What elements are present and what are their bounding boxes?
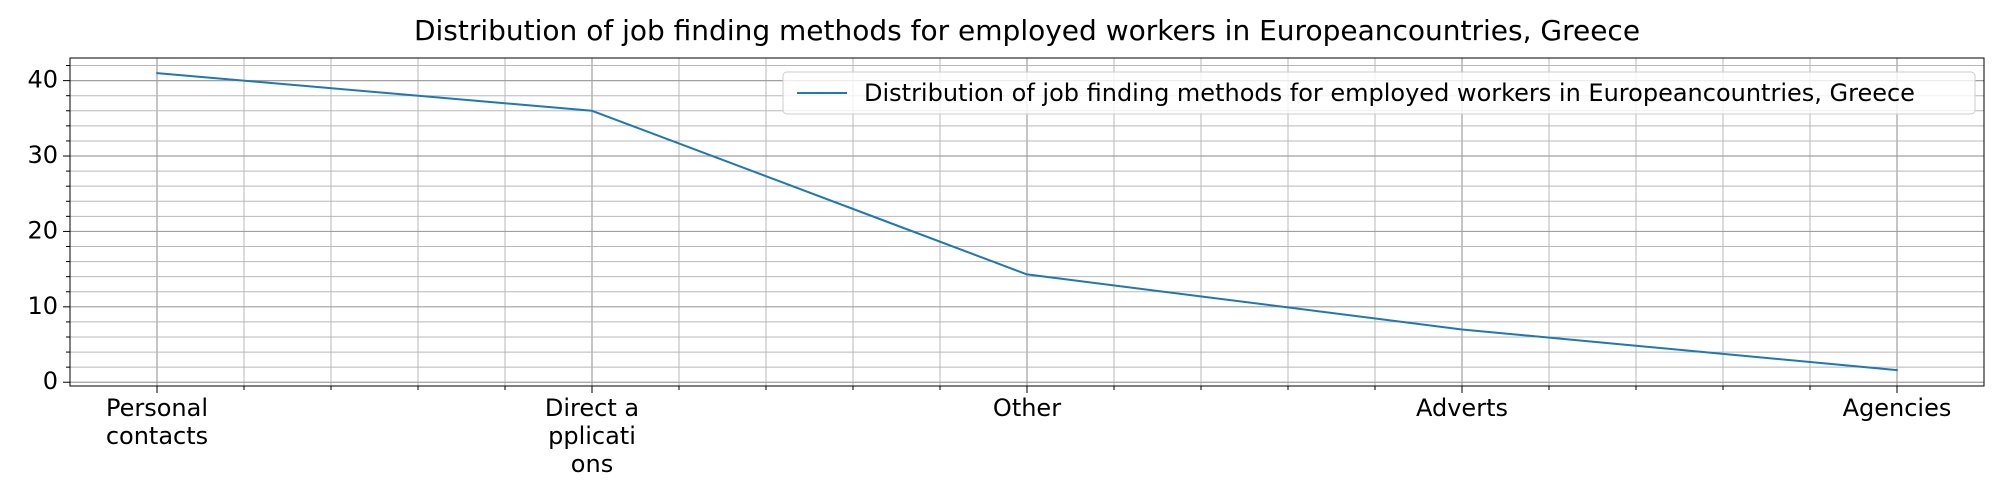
- x-tick-label-2-line-3: ons: [571, 450, 613, 478]
- legend-label: Distribution of job finding methods for …: [864, 79, 1915, 107]
- x-tick-label-3: Other: [993, 394, 1061, 422]
- y-tick-label-3: 20: [27, 216, 58, 244]
- x-tick-label-4: Adverts: [1416, 394, 1508, 422]
- y-tick-label-5: 40: [27, 66, 58, 94]
- y-tick-label-2: 10: [27, 292, 58, 320]
- x-tick-label-5-line-1: Agencies: [1843, 394, 1952, 422]
- x-tick-label-5: Agencies: [1843, 394, 1952, 422]
- x-tick-label-1: Personal contacts: [106, 394, 208, 450]
- series-point-1: [156, 72, 159, 75]
- y-tick-label-1: 0: [43, 367, 58, 395]
- legend: Distribution of job finding methods for …: [783, 72, 1975, 114]
- series-point-4: [1461, 328, 1464, 331]
- x-tick-label-1-line-1: Personal: [106, 394, 208, 422]
- x-tick-label-3-line-1: Other: [993, 394, 1061, 422]
- y-tick-label-4: 30: [27, 141, 58, 169]
- chart-title: Distribution of job finding methods for …: [414, 14, 1640, 47]
- x-tick-label-2-line-2: pplicati: [548, 422, 636, 450]
- x-tick-label-2-line-1: Direct a: [545, 394, 639, 422]
- x-tick-label-1-line-2: contacts: [106, 422, 208, 450]
- series-point-3: [1026, 273, 1029, 276]
- series-point-2: [591, 109, 594, 112]
- series-point-5: [1896, 369, 1899, 372]
- x-tick-label-2: Direct a pplicati ons: [545, 394, 639, 478]
- x-tick-label-4-line-1: Adverts: [1416, 394, 1508, 422]
